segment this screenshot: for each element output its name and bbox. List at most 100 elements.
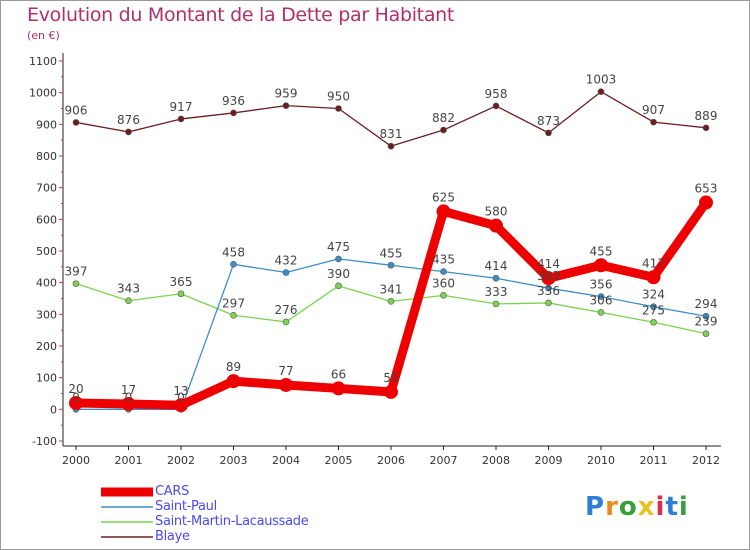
data-label-saint-martin-lacaussade: 333 — [485, 285, 508, 299]
data-point-blaye — [282, 102, 290, 109]
y-tick-label: 500 — [36, 245, 57, 258]
y-tick-label: 800 — [36, 150, 57, 163]
y-tick-label: 1000 — [29, 87, 57, 100]
data-label-blaye: 907 — [642, 103, 665, 117]
legend-swatch-saint-paul — [101, 506, 153, 508]
data-label-saint-paul: 356 — [590, 278, 613, 292]
data-point-saint-martin-lacaussade — [387, 298, 395, 305]
x-tick-label: 2001 — [115, 454, 143, 467]
y-tick-label: 400 — [36, 277, 57, 290]
data-label-saint-paul: 435 — [432, 253, 455, 267]
x-tick-label: 2004 — [272, 454, 300, 467]
logo-letter: i — [678, 492, 689, 522]
data-point-cars — [699, 195, 713, 210]
data-point-blaye — [387, 142, 395, 150]
data-label-saint-martin-lacaussade: 276 — [275, 303, 298, 317]
data-point-saint-martin-lacaussade — [597, 309, 605, 316]
y-tick-label: -100 — [32, 435, 57, 448]
legend-swatch-blaye — [101, 536, 153, 538]
data-label-saint-martin-lacaussade: 336 — [537, 284, 560, 298]
data-label-cars: 55 — [383, 371, 398, 385]
y-tick-label: 0 — [50, 403, 57, 416]
data-point-saint-paul — [282, 269, 290, 276]
data-point-saint-paul — [702, 312, 710, 320]
y-tick-label: 200 — [36, 340, 57, 353]
y-tick-label: 1100 — [29, 55, 57, 68]
data-point-blaye — [72, 119, 80, 126]
data-label-saint-martin-lacaussade: 343 — [117, 282, 140, 296]
data-point-saint-paul — [650, 303, 657, 311]
data-point-cars — [69, 396, 83, 410]
data-point-saint-paul — [492, 274, 500, 282]
y-tick-label: 100 — [36, 372, 57, 385]
data-point-blaye — [492, 102, 500, 110]
data-point-saint-martin-lacaussade — [125, 297, 132, 305]
data-point-saint-paul — [440, 268, 447, 275]
x-tick-label: 2012 — [692, 454, 720, 467]
data-point-saint-martin-lacaussade — [230, 311, 237, 319]
data-point-cars — [646, 270, 661, 285]
data-label-saint-martin-lacaussade: 341 — [380, 282, 403, 296]
data-label-saint-paul: 0 — [177, 390, 185, 404]
logo-letter: o — [618, 492, 638, 522]
data-point-saint-paul — [230, 260, 237, 268]
logo-letter: i — [655, 492, 666, 522]
proxiti-logo: Proxiti — [585, 492, 689, 522]
data-label-blaye: 906 — [65, 103, 88, 117]
data-point-cars — [489, 218, 503, 233]
data-point-blaye — [230, 109, 237, 117]
data-label-saint-paul: 294 — [695, 297, 718, 311]
data-point-blaye — [545, 129, 552, 137]
data-label-cars: 89 — [226, 360, 241, 374]
legend-label-cars: CARS — [155, 484, 190, 499]
logo-letter: P — [585, 492, 606, 522]
data-label-blaye: 831 — [380, 127, 403, 141]
legend-label-saint-martin-lacaussade: Saint-Martin-Lacaussade — [155, 514, 309, 529]
data-point-cars — [436, 204, 451, 219]
data-point-cars — [331, 381, 346, 396]
data-label-cars: 455 — [590, 244, 613, 258]
x-tick-label: 2011 — [640, 454, 668, 467]
y-tick-label: 900 — [36, 118, 57, 131]
x-tick-label: 2007 — [430, 454, 458, 467]
data-point-saint-martin-lacaussade — [335, 282, 342, 290]
data-label-saint-paul: 475 — [327, 240, 350, 254]
legend-label-saint-paul: Saint-Paul — [155, 499, 217, 514]
data-point-saint-paul — [335, 255, 342, 263]
data-label-blaye: 958 — [485, 87, 508, 101]
data-point-blaye — [650, 118, 657, 126]
data-label-saint-paul: 0 — [125, 390, 133, 404]
data-point-saint-paul — [387, 261, 395, 269]
data-label-cars: 653 — [695, 182, 718, 196]
data-point-saint-martin-lacaussade — [702, 330, 710, 337]
data-label-cars: 13 — [173, 384, 188, 398]
y-tick-label: 300 — [36, 308, 57, 321]
data-point-saint-paul — [597, 293, 605, 300]
data-label-blaye: 1003 — [586, 73, 617, 87]
data-label-blaye: 959 — [275, 87, 298, 101]
data-point-blaye — [177, 115, 185, 123]
data-label-saint-martin-lacaussade: 390 — [327, 267, 350, 281]
data-label-blaye: 882 — [432, 111, 455, 125]
data-label-cars: 580 — [485, 205, 508, 219]
data-label-saint-paul: 0 — [72, 390, 80, 404]
legend-swatch-cars — [101, 487, 153, 497]
data-label-saint-martin-lacaussade: 365 — [170, 275, 193, 289]
data-label-saint-paul: 383 — [537, 269, 560, 283]
data-point-blaye — [125, 128, 132, 136]
data-label-blaye: 889 — [695, 109, 718, 123]
data-point-saint-martin-lacaussade — [282, 318, 290, 326]
data-point-saint-martin-lacaussade — [650, 318, 657, 326]
logo-letter: r — [605, 492, 619, 522]
logo-letter: t — [665, 492, 679, 522]
data-point-blaye — [440, 126, 447, 134]
data-point-saint-martin-lacaussade — [72, 280, 80, 287]
data-point-cars — [594, 258, 608, 273]
x-tick-label: 2000 — [62, 454, 90, 467]
x-tick-label: 2003 — [220, 454, 248, 467]
data-label-saint-martin-lacaussade: 239 — [695, 315, 718, 329]
y-tick-label: 600 — [36, 213, 57, 226]
data-label-saint-paul: 455 — [380, 246, 403, 260]
